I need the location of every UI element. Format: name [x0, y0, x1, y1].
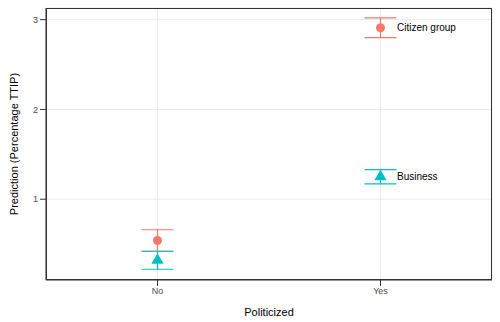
svg-text:1: 1: [33, 194, 38, 204]
svg-text:2: 2: [33, 105, 38, 115]
svg-text:Prediction (Percentage TTIP): Prediction (Percentage TTIP): [8, 73, 20, 215]
svg-text:No: No: [152, 286, 164, 296]
svg-text:Politicized: Politicized: [244, 306, 294, 318]
svg-text:3: 3: [33, 15, 38, 25]
svg-text:Citizen group: Citizen group: [397, 22, 456, 33]
svg-text:Yes: Yes: [373, 286, 388, 296]
svg-text:Business: Business: [397, 171, 438, 182]
